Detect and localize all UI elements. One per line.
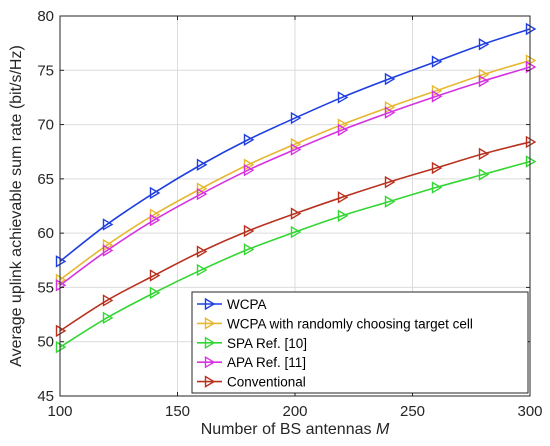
y-tick-label: 55 [37, 279, 54, 296]
data-point-marker [102, 294, 114, 307]
x-tick-label: 250 [400, 403, 425, 420]
data-point-marker [431, 90, 443, 103]
data-point-marker [290, 225, 302, 239]
y-tick-label: 65 [37, 171, 54, 188]
data-point-marker [337, 191, 349, 204]
data-point-marker [196, 187, 208, 201]
y-tick-label: 60 [37, 225, 54, 242]
series-0 [55, 22, 537, 268]
series-line [59, 141, 531, 332]
series-line [59, 160, 531, 348]
data-point-marker [337, 209, 349, 222]
data-point-marker [102, 311, 114, 325]
legend-marker [204, 336, 216, 350]
data-point-marker [525, 60, 537, 74]
data-point-marker [290, 111, 302, 125]
data-point-marker [102, 244, 114, 257]
data-point-marker [337, 91, 349, 104]
data-point-marker [55, 255, 67, 268]
data-point-marker [149, 186, 161, 200]
data-point-marker [243, 243, 255, 256]
data-point-marker [149, 286, 161, 300]
data-point-marker [478, 68, 490, 81]
data-point-marker [525, 22, 537, 36]
y-tick-label: 75 [37, 62, 54, 79]
data-point-marker [55, 324, 67, 338]
data-point-marker [102, 218, 114, 231]
data-point-marker [478, 74, 490, 88]
data-point-marker [478, 38, 490, 51]
data-point-marker [55, 340, 67, 354]
axis-ticks: 100 150 200 250 300 45 50 55 60 65 70 75 80 [37, 8, 542, 420]
series-3 [55, 60, 537, 292]
data-point-marker [478, 168, 490, 181]
data-point-marker [149, 269, 161, 282]
data-point-marker [196, 158, 208, 171]
legend: WCPA WCPA with randomly choosing target c… [191, 291, 529, 394]
series-2 [55, 155, 537, 354]
series-line [59, 59, 531, 281]
data-point-marker [525, 135, 537, 149]
x-tick-label: 150 [165, 403, 190, 420]
data-point-marker [337, 123, 349, 137]
legend-marker [204, 317, 216, 330]
data-point-marker [384, 195, 396, 208]
data-point-marker [478, 147, 490, 161]
x-tick-label: 100 [47, 403, 72, 420]
data-point-marker [431, 181, 443, 194]
y-axis-label: Average uplink achievable sum rate (bit/… [8, 45, 25, 367]
data-point-marker [196, 263, 208, 277]
series-line [59, 28, 531, 263]
y-tick-label: 80 [37, 8, 54, 25]
y-tick-label: 50 [37, 334, 54, 351]
data-point-marker [431, 161, 443, 175]
data-point-marker [431, 55, 443, 68]
legend-marker [204, 355, 216, 369]
legend-label: APA Ref. [11] [227, 355, 306, 370]
legend-marker [204, 375, 216, 388]
data-point-marker [243, 224, 255, 238]
data-point-marker [149, 213, 161, 227]
legend-box [191, 291, 529, 394]
data-point-marker [384, 72, 396, 86]
x-tick-label: 300 [517, 403, 542, 420]
legend-marker [204, 297, 216, 311]
data-point-marker [525, 54, 537, 67]
legend-label: WCPA [227, 297, 267, 312]
series-4 [55, 135, 537, 338]
data-point-marker [384, 106, 396, 119]
y-tick-label: 70 [37, 117, 54, 134]
data-point-marker [243, 163, 255, 177]
data-point-marker [525, 155, 537, 168]
legend-label: Conventional [227, 375, 306, 390]
x-tick-label: 200 [282, 403, 307, 420]
data-point-marker [290, 143, 302, 156]
series-group [55, 22, 537, 354]
data-point-marker [290, 207, 302, 220]
data-point-marker [196, 245, 208, 258]
legend-label: SPA Ref. [10] [227, 336, 307, 351]
series-line [59, 66, 531, 286]
y-tick-label: 45 [37, 388, 54, 405]
x-axis-label: Number of BS antennas M [201, 421, 390, 438]
legend-label: WCPA with randomly choosing target cell [227, 316, 473, 331]
data-point-marker [384, 175, 396, 189]
data-point-marker [243, 133, 255, 146]
